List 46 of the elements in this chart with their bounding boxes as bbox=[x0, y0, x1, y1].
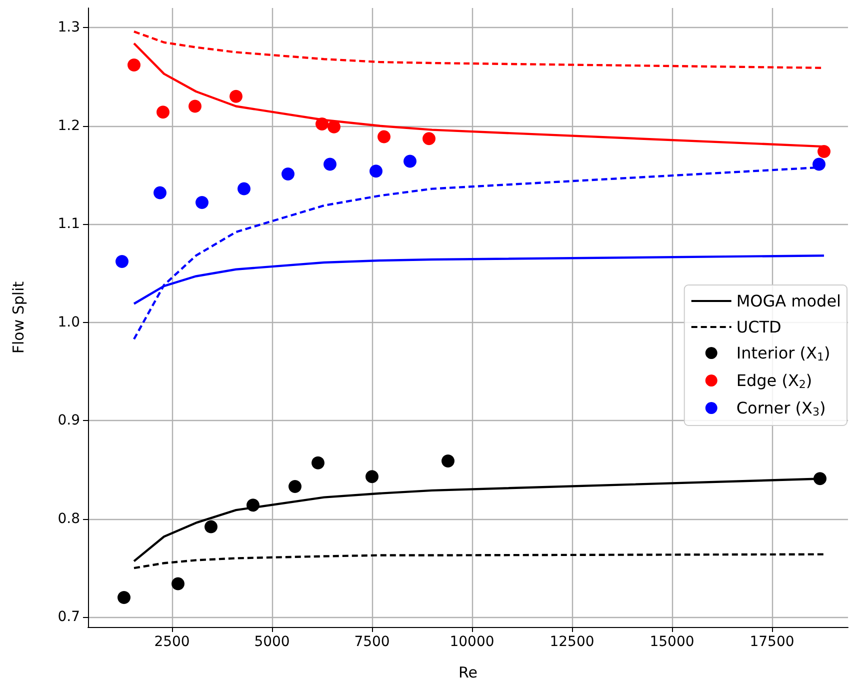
y-axis-title: Flow Split bbox=[10, 281, 28, 354]
point bbox=[116, 255, 128, 268]
point bbox=[328, 120, 340, 134]
y-tick-label: 0.9 bbox=[58, 412, 80, 429]
point bbox=[288, 480, 302, 493]
y-tick-label: 0.7 bbox=[58, 609, 80, 626]
legend-label: MOGA model bbox=[736, 292, 842, 310]
point bbox=[370, 164, 382, 178]
point bbox=[230, 90, 242, 103]
x-tick-label: 10000 bbox=[450, 634, 494, 650]
point bbox=[156, 106, 170, 119]
point bbox=[366, 470, 378, 484]
point bbox=[818, 144, 830, 158]
point bbox=[442, 454, 454, 468]
x-tick-label: 15000 bbox=[650, 634, 694, 650]
x-tick-label: 5000 bbox=[254, 634, 290, 650]
point bbox=[196, 196, 208, 210]
point bbox=[814, 472, 826, 486]
x-tick-label: 7500 bbox=[354, 634, 390, 650]
point bbox=[128, 58, 140, 72]
y-tick-label: 1.3 bbox=[58, 20, 80, 36]
point bbox=[188, 100, 202, 113]
point bbox=[378, 130, 390, 144]
point bbox=[282, 168, 294, 181]
y-tick-label: 1.1 bbox=[58, 216, 80, 232]
y-tick-label: 1.2 bbox=[58, 118, 80, 134]
point bbox=[422, 132, 436, 146]
y-tick-label: 1.0 bbox=[58, 314, 80, 330]
x-axis-title: Re bbox=[458, 664, 478, 682]
x-tick-label: 12500 bbox=[550, 634, 594, 650]
point bbox=[238, 182, 250, 196]
point bbox=[204, 520, 218, 534]
point bbox=[118, 591, 130, 604]
x-tick-label: 2500 bbox=[154, 634, 190, 650]
point bbox=[404, 154, 416, 168]
point bbox=[172, 577, 184, 590]
x-tick-label: 17500 bbox=[750, 634, 794, 650]
y-tick-label: 0.8 bbox=[58, 510, 80, 527]
point bbox=[246, 498, 260, 512]
point bbox=[316, 117, 328, 130]
point bbox=[812, 158, 826, 171]
point bbox=[154, 186, 166, 200]
point bbox=[324, 158, 336, 171]
line-series bbox=[132, 553, 826, 570]
legend-label: UCTD bbox=[736, 318, 782, 336]
point bbox=[312, 456, 324, 470]
